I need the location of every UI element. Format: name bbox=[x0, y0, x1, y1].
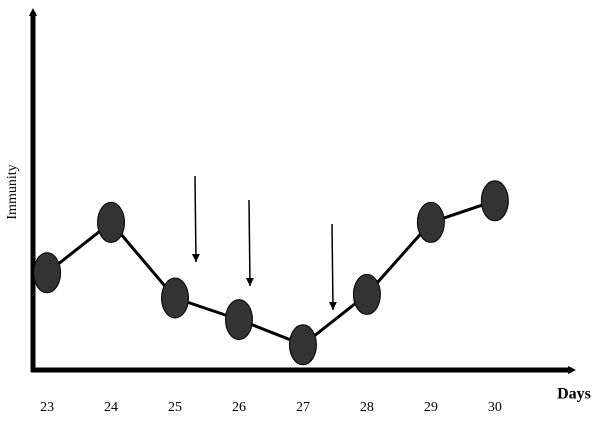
point bbox=[416, 201, 445, 243]
point bbox=[352, 273, 381, 315]
arrow bbox=[328, 223, 337, 311]
x-tick-label: 23 bbox=[40, 400, 54, 415]
x-axis-label: Days bbox=[557, 386, 591, 403]
x-tick-label: 27 bbox=[296, 400, 310, 415]
x-tick-label: 30 bbox=[488, 400, 502, 415]
arrow bbox=[245, 199, 254, 287]
x-tick-label: 28 bbox=[360, 400, 374, 415]
arrow bbox=[191, 175, 200, 263]
point bbox=[224, 299, 253, 341]
x-tick-label: 25 bbox=[168, 400, 182, 415]
point bbox=[288, 324, 317, 366]
point bbox=[480, 180, 509, 222]
point bbox=[161, 277, 190, 319]
point bbox=[97, 201, 126, 243]
x-tick-label: 29 bbox=[424, 400, 438, 415]
x-tick-label: 26 bbox=[232, 400, 246, 415]
y-axis-label: Immunity bbox=[5, 164, 20, 219]
point bbox=[33, 252, 62, 294]
x-tick-label: 24 bbox=[104, 400, 118, 415]
